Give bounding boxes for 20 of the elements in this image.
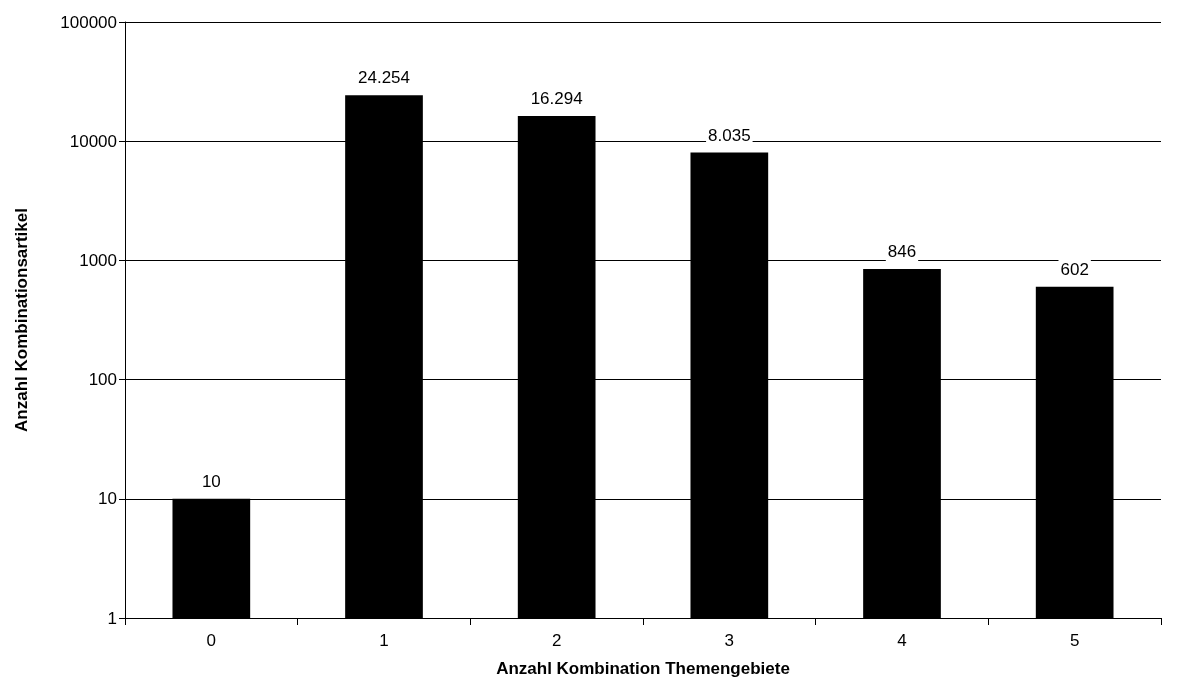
data-label: 16.294 — [530, 88, 583, 108]
data-label: 846 — [887, 242, 917, 262]
y-tick-label: 1000 — [79, 250, 117, 270]
x-tick-label: 5 — [1069, 631, 1080, 650]
x-axis-title: Anzahl Kombination Themengebiete — [496, 659, 790, 678]
y-tick-label: 10000 — [69, 131, 117, 151]
data-label: 10 — [201, 471, 221, 491]
x-tick-label: 1 — [379, 631, 389, 650]
x-tick-label: 4 — [897, 631, 907, 650]
y-tick-label: 100 — [88, 370, 117, 390]
data-label: 602 — [1060, 259, 1089, 279]
y-tick-label: 10 — [98, 489, 117, 509]
x-tick-label: 3 — [724, 631, 735, 650]
data-label: 8.035 — [708, 125, 751, 145]
x-tick-label: 2 — [551, 631, 562, 650]
y-axis-title: Anzahl Kombinationsartikel — [12, 208, 31, 432]
x-tick-label: 0 — [206, 631, 217, 650]
y-tick-label: 100000 — [60, 12, 117, 32]
data-label: 24.254 — [358, 68, 410, 88]
y-tick-label: 1 — [107, 608, 117, 628]
